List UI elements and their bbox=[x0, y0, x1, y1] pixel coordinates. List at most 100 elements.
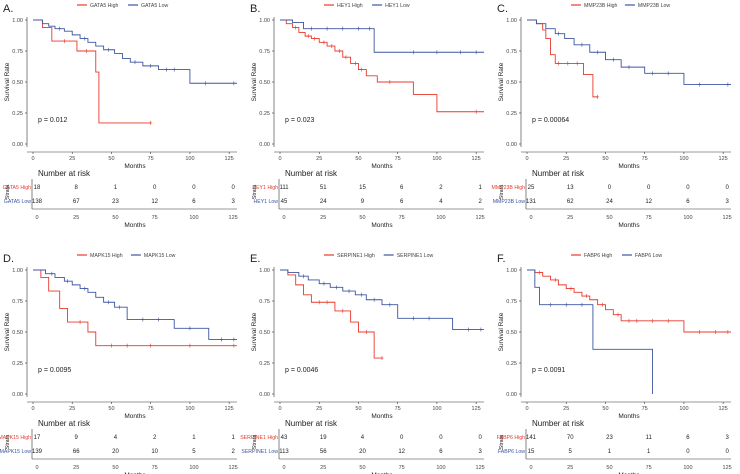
risk-table-x-tick-label: 75 bbox=[399, 465, 405, 471]
x-tick-label: 100 bbox=[679, 156, 688, 162]
censor-mark bbox=[411, 316, 415, 321]
risk-count: 62 bbox=[567, 199, 574, 205]
x-tick-label: 0 bbox=[525, 406, 528, 412]
x-tick-label: 125 bbox=[719, 156, 728, 162]
km-curve-low bbox=[527, 19, 731, 85]
censor-mark bbox=[388, 302, 392, 307]
risk-table-x-tick-label: 50 bbox=[112, 465, 118, 471]
strata-title: Strata bbox=[5, 184, 11, 200]
risk-table-x-tick-label: 25 bbox=[73, 215, 79, 221]
censor-mark bbox=[325, 26, 329, 31]
censor-mark bbox=[172, 67, 176, 72]
censor-mark bbox=[360, 67, 364, 72]
risk-count: 4 bbox=[114, 435, 118, 441]
y-tick-label: 1.00 bbox=[12, 18, 23, 24]
x-tick-label: 125 bbox=[719, 406, 728, 412]
y-tick-label: 0.00 bbox=[259, 392, 270, 398]
x-tick-label: 25 bbox=[563, 406, 569, 412]
legend-high-label: MAPK15 High bbox=[90, 253, 123, 259]
x-tick-label: 0 bbox=[278, 406, 281, 412]
risk-count: 56 bbox=[320, 449, 327, 455]
censor-mark bbox=[141, 317, 145, 322]
risk-count: 11 bbox=[646, 435, 653, 441]
strata-label-high: GATA5 High bbox=[3, 185, 31, 191]
risk-table-x-tick-label: 0 bbox=[282, 465, 285, 471]
strata-title: Strata bbox=[5, 434, 11, 450]
risk-count: 0 bbox=[439, 435, 443, 441]
risk-table-x-tick-label: 0 bbox=[529, 465, 532, 471]
strata-label-high: FABP6 High bbox=[497, 435, 525, 441]
risk-table-x-tick-label: 100 bbox=[683, 465, 692, 471]
risk-count: 3 bbox=[725, 199, 729, 205]
legend-high-label: GATA5 High bbox=[90, 3, 118, 9]
risk-count: 1 bbox=[114, 185, 118, 191]
censor-mark bbox=[726, 82, 730, 87]
y-tick-label: 1.00 bbox=[259, 18, 270, 24]
p-value: p = 0.0046 bbox=[285, 367, 318, 374]
risk-table-title: Number at risk bbox=[532, 169, 585, 178]
censor-mark bbox=[479, 327, 483, 332]
risk-table-x-tick-label: 50 bbox=[359, 215, 365, 221]
censor-mark bbox=[232, 337, 236, 342]
strata-label-low: MMP23B Low bbox=[493, 199, 526, 205]
strata-label-low: FABP6 Low bbox=[498, 449, 525, 455]
y-tick-label: 1.00 bbox=[506, 268, 517, 274]
panel-label: D. bbox=[3, 253, 14, 265]
risk-count: 13 bbox=[567, 185, 574, 191]
x-axis-title: Months bbox=[371, 413, 393, 420]
risk-table-x-tick-label: 125 bbox=[723, 465, 732, 471]
x-tick-label: 0 bbox=[278, 156, 281, 162]
x-tick-label: 125 bbox=[225, 406, 234, 412]
risk-table-x-tick-label: 100 bbox=[189, 215, 198, 221]
censor-mark bbox=[344, 55, 348, 60]
risk-count: 3 bbox=[725, 435, 729, 441]
risk-count: 141 bbox=[526, 435, 537, 441]
risk-count: 6 bbox=[686, 435, 690, 441]
risk-count: 4 bbox=[361, 435, 365, 441]
km-curve-low bbox=[280, 269, 484, 330]
x-tick-label: 100 bbox=[679, 406, 688, 412]
risk-count: 6 bbox=[400, 199, 404, 205]
y-tick-label: 0.25 bbox=[12, 111, 23, 117]
risk-count: 17 bbox=[34, 435, 41, 441]
risk-count: 0 bbox=[478, 435, 482, 441]
risk-count: 111 bbox=[279, 185, 289, 191]
risk-table-x-title: Months bbox=[124, 472, 146, 474]
x-tick-label: 100 bbox=[432, 406, 441, 412]
y-tick-label: 1.00 bbox=[506, 18, 517, 24]
censor-mark bbox=[566, 61, 570, 66]
x-tick-label: 125 bbox=[225, 156, 234, 162]
censor-mark bbox=[364, 330, 368, 334]
legend-high-label: MMP23B High bbox=[584, 3, 618, 9]
censor-mark bbox=[125, 343, 129, 348]
censor-mark bbox=[698, 330, 702, 334]
censor-mark bbox=[726, 330, 730, 334]
censor-mark bbox=[309, 26, 313, 31]
censor-mark bbox=[580, 42, 584, 47]
risk-count: 70 bbox=[567, 435, 574, 441]
censor-mark bbox=[347, 289, 351, 294]
risk-table-x-tick-label: 125 bbox=[229, 465, 238, 471]
y-tick-label: 0.00 bbox=[12, 142, 23, 148]
risk-table-x-tick-label: 75 bbox=[152, 465, 158, 471]
risk-table-x-tick-label: 100 bbox=[683, 215, 692, 221]
risk-count: 18 bbox=[34, 185, 41, 191]
legend-low-label: MMP23B Low bbox=[638, 3, 671, 9]
risk-count: 0 bbox=[153, 185, 157, 191]
risk-count: 2 bbox=[231, 449, 235, 455]
censor-mark bbox=[149, 120, 153, 125]
risk-count: 6 bbox=[192, 199, 196, 205]
risk-count: 2 bbox=[478, 199, 482, 205]
censor-mark bbox=[627, 65, 631, 70]
y-axis-title: Survival Rate bbox=[251, 312, 258, 351]
censor-mark bbox=[322, 40, 326, 45]
censor-mark bbox=[341, 308, 345, 313]
y-axis-title: Survival Rate bbox=[4, 62, 11, 101]
risk-table-x-tick-label: 25 bbox=[73, 465, 79, 471]
risk-count: 6 bbox=[400, 185, 404, 191]
x-tick-label: 50 bbox=[602, 156, 608, 162]
legend: SERPINE1 High SERPINE1 Low bbox=[324, 253, 434, 259]
